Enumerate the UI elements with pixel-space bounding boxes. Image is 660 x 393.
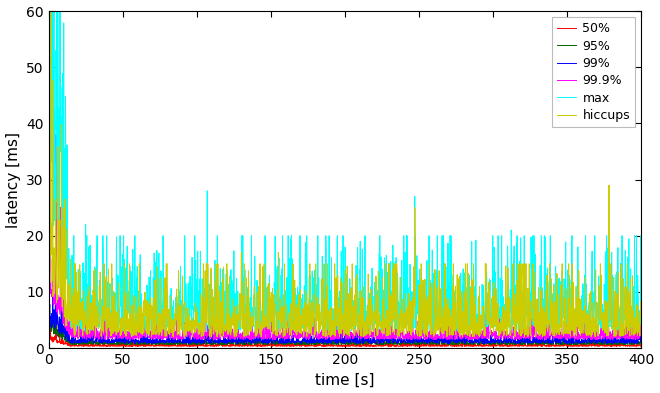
- 50%: [621, 343, 629, 348]
- hiccups: [638, 315, 645, 320]
- Y-axis label: latency [ms]: latency [ms]: [5, 132, 20, 228]
- Line: hiccups: hiccups: [49, 11, 642, 337]
- 50%: [52, 290, 60, 294]
- hiccups: [75, 269, 83, 274]
- Line: 50%: 50%: [49, 292, 642, 346]
- 99.9%: [638, 334, 645, 339]
- 99%: [620, 339, 628, 344]
- Legend: 50%, 95%, 99%, 99.9%, max, hiccups: 50%, 95%, 99%, 99.9%, max, hiccups: [552, 17, 635, 127]
- hiccups: [333, 324, 341, 329]
- hiccups: [47, 9, 55, 13]
- hiccups: [621, 300, 629, 305]
- 95%: [512, 340, 520, 345]
- max: [45, 107, 53, 112]
- 99%: [75, 337, 83, 342]
- max: [620, 291, 628, 296]
- 99%: [333, 340, 341, 345]
- 50%: [191, 344, 199, 349]
- 95%: [638, 340, 645, 345]
- 99.9%: [620, 335, 628, 340]
- 50%: [45, 334, 53, 338]
- 50%: [620, 342, 628, 347]
- 95%: [52, 233, 60, 238]
- max: [317, 277, 325, 281]
- 99%: [512, 340, 519, 345]
- 95%: [45, 323, 53, 327]
- max: [638, 303, 645, 308]
- hiccups: [512, 318, 520, 323]
- max: [75, 324, 83, 329]
- hiccups: [443, 334, 451, 339]
- 50%: [333, 343, 341, 348]
- 99.9%: [621, 336, 629, 340]
- 95%: [317, 337, 325, 342]
- 95%: [620, 342, 628, 347]
- 50%: [75, 344, 83, 349]
- Line: 99.9%: 99.9%: [49, 135, 642, 340]
- max: [343, 329, 350, 334]
- 99.9%: [588, 337, 596, 342]
- 99.9%: [317, 334, 325, 339]
- 95%: [621, 338, 629, 343]
- hiccups: [620, 308, 628, 312]
- Line: max: max: [49, 11, 642, 331]
- hiccups: [317, 323, 325, 327]
- max: [512, 288, 520, 293]
- 99%: [317, 338, 325, 343]
- hiccups: [45, 172, 53, 176]
- max: [333, 236, 341, 241]
- Line: 95%: 95%: [49, 236, 642, 345]
- 95%: [218, 342, 226, 347]
- 99.9%: [75, 334, 83, 339]
- 99.9%: [333, 336, 341, 341]
- 99%: [621, 338, 629, 343]
- max: [621, 318, 629, 322]
- X-axis label: time [s]: time [s]: [315, 373, 375, 387]
- 50%: [317, 344, 325, 349]
- 99%: [638, 340, 645, 345]
- 95%: [75, 342, 83, 347]
- 99.9%: [512, 333, 519, 338]
- 99%: [45, 321, 53, 325]
- Line: 99%: 99%: [49, 191, 642, 343]
- 99.9%: [52, 132, 60, 137]
- max: [46, 9, 53, 13]
- 99%: [52, 188, 60, 193]
- 95%: [333, 340, 341, 345]
- 99.9%: [45, 294, 53, 298]
- 50%: [638, 344, 645, 349]
- 50%: [512, 343, 520, 348]
- 99%: [603, 341, 611, 346]
